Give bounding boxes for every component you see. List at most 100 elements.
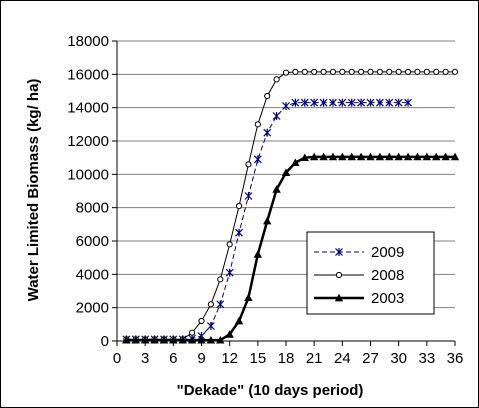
data-point-2008 [273,76,280,83]
data-point-2003 [356,152,366,161]
data-point-2003 [253,250,263,258]
data-point-2008 [335,271,343,279]
y-tick-label: 2000 [76,300,109,317]
data-point-2008 [320,68,327,75]
data-point-2003 [441,152,450,161]
data-point-2009 [385,98,394,107]
data-point-2009 [253,155,262,164]
data-point-2009 [366,98,375,107]
y-tick-label: 10000 [67,166,109,183]
data-point-2003 [140,335,150,344]
data-point-2009 [244,192,253,200]
data-point-2008 [264,92,271,100]
y-tick-label: 6000 [76,233,109,250]
data-point-2003 [450,152,460,161]
data-point-2003 [272,185,281,193]
data-point-2009 [263,128,272,137]
x-tick-label: 3 [141,350,149,367]
x-tick-label: 6 [169,350,177,367]
data-point-2008 [433,68,440,75]
data-point-2003 [263,216,272,225]
data-point-2003 [319,152,328,161]
legend-label: 2008 [371,267,404,284]
data-point-2008 [245,161,252,168]
y-tick-label: 0 [101,333,109,350]
data-point-2009 [319,98,328,107]
legend-label: 2009 [371,244,404,261]
data-point-2009 [329,98,337,107]
data-point-2003 [385,152,394,161]
x-tick-label: 12 [221,350,238,367]
data-point-2008 [404,68,412,75]
legend-box [306,231,435,315]
data-point-2008 [386,68,393,75]
data-point-2009 [206,322,215,330]
legend-label: 2003 [371,290,404,307]
x-tick-label: 21 [306,350,323,367]
data-point-2003 [131,335,140,344]
data-point-2009 [291,98,300,107]
y-tick-label: 12000 [67,133,109,150]
data-point-2009 [335,248,343,256]
data-point-2003 [347,152,356,161]
data-point-2003 [366,152,375,161]
data-point-2003 [403,152,413,161]
legend: 2009 2008 2003 [306,231,435,315]
data-point-2008 [414,68,421,75]
data-point-2009 [394,98,403,107]
data-point-2009 [235,228,243,237]
data-point-2009 [347,98,356,107]
data-point-2008 [329,68,337,75]
data-point-2009 [310,98,319,107]
data-point-2008 [226,241,233,248]
series-2003 [122,152,460,344]
y-tick-label: 16000 [67,66,109,83]
x-tick-label: 33 [418,350,435,367]
data-point-2008 [189,329,196,336]
data-point-2003 [300,153,309,162]
data-point-2003 [159,335,169,344]
data-point-2003 [309,152,319,161]
data-point-2003 [178,335,187,344]
x-tick-label: 24 [334,350,351,367]
data-point-2009 [375,98,384,107]
y-axis-label: Water Limited Biomass (kg/ ha) [25,79,42,302]
data-point-2003 [334,293,344,302]
data-point-2009 [216,300,225,309]
data-point-2009 [282,102,290,110]
data-point-2009 [338,98,347,107]
x-tick-label: 36 [447,350,464,367]
data-point-2003 [394,152,403,161]
data-point-2009 [272,112,281,120]
data-point-2008 [217,276,224,283]
data-point-2003 [375,152,385,161]
data-point-2008 [367,68,374,75]
data-point-2008 [348,68,355,75]
data-point-2003 [206,335,216,344]
data-point-2003 [122,335,131,344]
data-point-2003 [328,152,338,161]
data-point-2008 [292,68,299,75]
data-point-2009 [357,98,366,107]
x-tick-label: 0 [113,350,121,367]
data-point-2003 [169,335,178,344]
data-point-2003 [225,330,234,338]
axes: 0200040006000800010000120001400016000180… [67,33,463,367]
data-point-2009 [404,98,412,107]
data-point-2008 [423,68,430,75]
data-point-2003 [197,335,206,344]
data-point-2003 [281,168,291,177]
x-tick-label: 18 [278,350,295,367]
y-tick-label: 8000 [76,200,109,217]
data-point-2008 [301,68,308,75]
data-point-2003 [187,335,197,344]
data-point-2008 [395,68,402,75]
legend-item-2008: 2008 [314,267,404,284]
data-point-2003 [432,152,441,161]
data-point-2008 [358,68,365,75]
data-point-2003 [234,316,244,325]
data-point-2008 [442,68,449,75]
data-point-2008 [254,121,261,128]
x-tick-label: 15 [249,350,266,367]
x-axis-label: "Dekade" (10 days period) [177,382,364,399]
